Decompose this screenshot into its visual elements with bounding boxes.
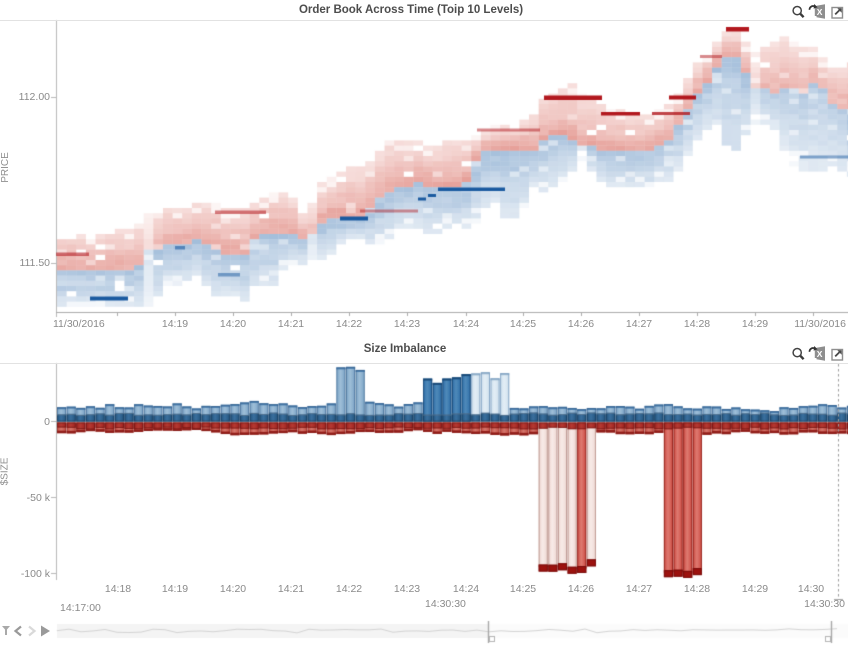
svg-text:X: X bbox=[817, 349, 823, 359]
svg-text:X: X bbox=[817, 7, 823, 17]
